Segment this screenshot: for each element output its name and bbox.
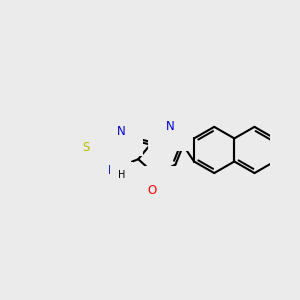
Text: N: N (108, 164, 117, 177)
Text: H: H (118, 169, 125, 180)
Text: N: N (117, 125, 126, 138)
Text: N: N (166, 120, 174, 134)
Text: O: O (148, 184, 157, 196)
Text: S: S (82, 141, 90, 154)
